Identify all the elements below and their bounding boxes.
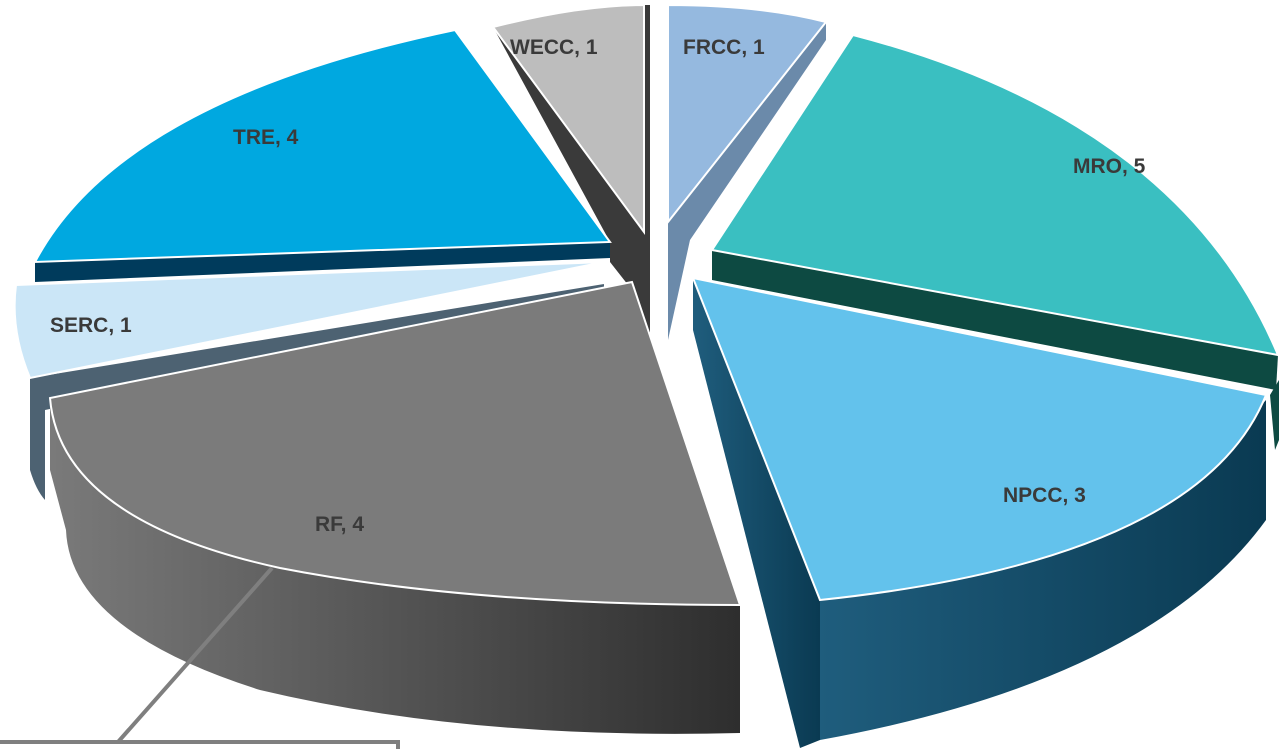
slice-side-wecc [493,5,650,333]
slice-top-rf [48,280,742,607]
data-label-tre: TRE, 4 [233,126,299,149]
slice-top-npcc [691,276,1268,602]
slice-top-tre [33,28,612,264]
slice-top-serc [13,261,605,380]
slice-side-mro-edge [1270,380,1279,450]
slice-side-tre [35,242,610,282]
data-label-frcc: FRCC, 1 [683,36,765,59]
slice-side-npcc [693,278,820,748]
data-label-npcc: NPCC, 3 [1003,484,1086,507]
data-label-wecc: WECC, 1 [510,36,598,59]
slice-top-wecc [491,3,645,236]
data-label-rf: RF, 4 [315,513,364,536]
data-label-serc: SERC, 1 [50,314,132,337]
slice-side-rf [50,398,740,734]
data-label-mro: MRO, 5 [1073,155,1146,178]
slice-side-npcc-outer [820,400,1266,740]
slice-side-mro [712,250,1278,390]
slice-top-frcc [667,3,828,225]
slice-top-mro [710,33,1279,357]
slice-side-frcc [668,22,826,340]
